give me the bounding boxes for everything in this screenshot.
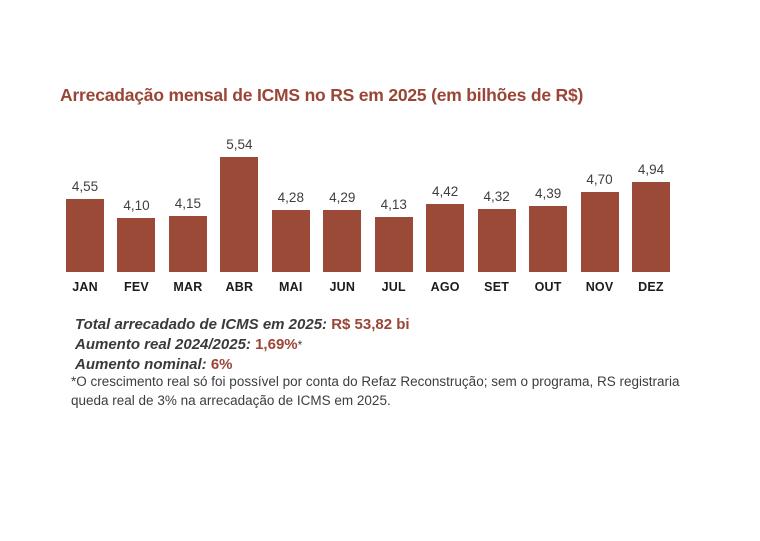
bar	[271, 210, 310, 272]
x-axis-label: JAN	[72, 280, 98, 294]
bar	[374, 217, 413, 272]
summary-real-increase-label: Aumento real 2024/2025:	[75, 336, 256, 353]
bar-value-label: 4,32	[483, 189, 510, 204]
bar-group: 4,70 NOV	[580, 130, 619, 294]
x-axis-label: JUL	[381, 280, 406, 294]
bar-value-label: 4,13	[380, 197, 407, 212]
bar-value-label: 4,55	[71, 179, 99, 194]
bar-value-label: 5,54	[226, 137, 253, 152]
bar-group: 4,39 OUT	[529, 130, 568, 294]
bar	[66, 199, 104, 272]
bar	[323, 210, 362, 272]
summary-total-label: Total arrecadado de ICMS em 2025:	[75, 316, 332, 333]
x-axis-label: ABR	[225, 280, 254, 294]
bar-group: 5,54 ABR	[220, 130, 259, 294]
bar-value-label: 4,42	[432, 184, 459, 199]
x-axis-label: AGO	[430, 280, 460, 294]
summary-line-nominal-increase: Aumento nominal: 6%	[75, 355, 410, 375]
x-axis-label: OUT	[534, 280, 562, 294]
bar-value-label: 4,28	[277, 190, 304, 205]
bar	[580, 192, 619, 272]
x-axis-label: MAR	[173, 280, 203, 294]
chart-title: Arrecadação mensal de ICMS no RS em 2025…	[60, 85, 584, 105]
bar	[426, 204, 465, 272]
bar-group: 4,10 FEV	[117, 130, 156, 294]
x-axis-label: DEZ	[638, 280, 664, 294]
summary-real-increase-note: *	[297, 338, 303, 352]
bar	[220, 157, 259, 272]
bar	[529, 206, 568, 272]
x-axis-label: JUN	[329, 280, 356, 294]
bar-chart: 4,55 JAN 4,10 FEV 4,15 MAR 5,54 ABR 4,28 MAI 4,29 J…	[66, 130, 670, 294]
bar-value-label: 4,39	[534, 186, 562, 201]
bar-group: 4,32 SET	[477, 130, 516, 294]
bar	[117, 218, 156, 272]
bar-group: 4,28 MAI	[271, 130, 310, 294]
bar-group: 4,13 JUL	[374, 130, 413, 294]
x-axis-label: MAI	[279, 280, 303, 294]
bar-value-label: 4,29	[329, 190, 356, 205]
bar-group: 4,29 JUN	[323, 130, 362, 294]
bar-group: 4,15 MAR	[168, 130, 207, 294]
bar-group: 4,55 JAN	[66, 130, 104, 294]
bar-value-label: 4,70	[586, 172, 613, 187]
x-axis-label: SET	[484, 280, 510, 294]
bar-group: 4,42 AGO	[426, 130, 465, 294]
bar	[477, 209, 516, 272]
summary-nominal-increase-value: 6%	[210, 356, 233, 373]
bar	[168, 216, 207, 272]
bar	[631, 182, 670, 272]
bar-value-label: 4,15	[174, 196, 202, 211]
summary-real-increase-value: 1,69%	[255, 336, 298, 353]
footnote: *O crescimento real só foi possível por …	[71, 374, 680, 408]
summary-total-value: R$ 53,82 bi	[331, 316, 410, 333]
bar-value-label: 4,94	[637, 162, 665, 177]
summary-line-real-increase: Aumento real 2024/2025: 1,69%*	[75, 335, 410, 355]
summary-line-total: Total arrecadado de ICMS em 2025: R$ 53,…	[75, 315, 410, 335]
bar-group: 4,94 DEZ	[631, 130, 670, 294]
summary-nominal-increase-label: Aumento nominal:	[75, 356, 211, 373]
bar-value-label: 4,10	[123, 198, 150, 213]
summary-block: Total arrecadado de ICMS em 2025: R$ 53,…	[75, 315, 410, 375]
x-axis-label: FEV	[123, 280, 149, 294]
x-axis-label: NOV	[585, 280, 614, 294]
